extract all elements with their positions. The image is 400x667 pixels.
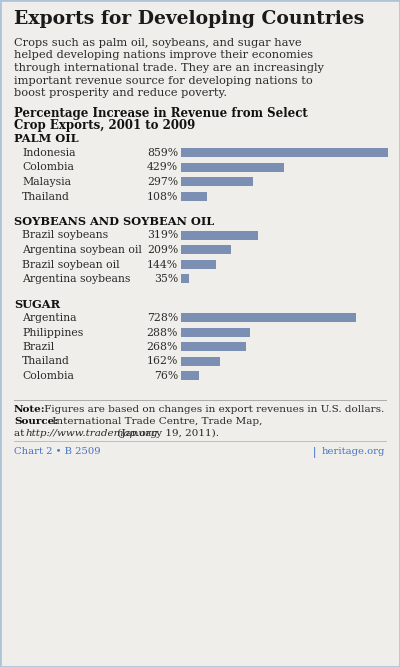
Bar xyxy=(181,259,216,269)
Text: Source:: Source: xyxy=(14,418,58,426)
Text: Thailand: Thailand xyxy=(22,191,70,201)
Text: http://www.trademap.org: http://www.trademap.org xyxy=(25,428,157,438)
Bar xyxy=(181,191,207,201)
Text: 162%: 162% xyxy=(147,356,178,366)
Bar xyxy=(181,356,220,366)
Text: Colombia: Colombia xyxy=(22,371,74,381)
Text: Figures are based on changes in export revenues in U.S. dollars.: Figures are based on changes in export r… xyxy=(41,406,384,414)
Text: Argentina soybeans: Argentina soybeans xyxy=(22,274,130,284)
Text: Crops such as palm oil, soybeans, and sugar have: Crops such as palm oil, soybeans, and su… xyxy=(14,38,302,48)
Bar xyxy=(181,245,231,254)
Bar xyxy=(181,371,199,380)
Text: 76%: 76% xyxy=(154,371,178,381)
Bar xyxy=(181,177,252,186)
Text: SUGAR: SUGAR xyxy=(14,299,60,309)
Text: important revenue source for developing nations to: important revenue source for developing … xyxy=(14,75,313,85)
Text: 268%: 268% xyxy=(147,342,178,352)
Text: heritage.org: heritage.org xyxy=(322,446,385,456)
Text: SOYBEANS AND SOYBEAN OIL: SOYBEANS AND SOYBEAN OIL xyxy=(14,216,214,227)
Text: 288%: 288% xyxy=(147,327,178,338)
Text: Indonesia: Indonesia xyxy=(22,148,76,158)
Text: helped developing nations improve their economies: helped developing nations improve their … xyxy=(14,51,313,61)
Text: Philippines: Philippines xyxy=(22,327,83,338)
Text: 144%: 144% xyxy=(147,259,178,269)
Text: 108%: 108% xyxy=(147,191,178,201)
Text: 728%: 728% xyxy=(147,313,178,323)
Text: 297%: 297% xyxy=(147,177,178,187)
Text: 859%: 859% xyxy=(147,148,178,158)
Text: Brazil: Brazil xyxy=(22,342,54,352)
Text: Crop Exports, 2001 to 2009: Crop Exports, 2001 to 2009 xyxy=(14,119,195,133)
Text: Exports for Developing Countries: Exports for Developing Countries xyxy=(14,10,364,28)
Text: Note:: Note: xyxy=(14,406,46,414)
Bar xyxy=(181,342,246,351)
Text: Brazil soybean oil: Brazil soybean oil xyxy=(22,259,120,269)
Text: Argentina soybean oil: Argentina soybean oil xyxy=(22,245,142,255)
Text: through international trade. They are an increasingly: through international trade. They are an… xyxy=(14,63,324,73)
Text: 319%: 319% xyxy=(147,231,178,241)
Text: Malaysia: Malaysia xyxy=(22,177,71,187)
Text: International Trade Centre, Trade Map,: International Trade Centre, Trade Map, xyxy=(49,418,262,426)
Text: Chart 2 • B 2509: Chart 2 • B 2509 xyxy=(14,446,101,456)
Text: boost prosperity and reduce poverty.: boost prosperity and reduce poverty. xyxy=(14,88,227,98)
Text: Thailand: Thailand xyxy=(22,356,70,366)
Text: 429%: 429% xyxy=(147,163,178,173)
Text: at: at xyxy=(14,428,28,438)
Bar xyxy=(181,163,284,171)
Bar xyxy=(181,313,356,322)
Text: PALM OIL: PALM OIL xyxy=(14,133,79,145)
Bar xyxy=(181,327,250,336)
Text: ❘: ❘ xyxy=(310,446,319,458)
Text: 35%: 35% xyxy=(154,274,178,284)
Bar xyxy=(181,231,258,239)
Text: Colombia: Colombia xyxy=(22,163,74,173)
Text: Argentina: Argentina xyxy=(22,313,76,323)
Text: Brazil soybeans: Brazil soybeans xyxy=(22,231,108,241)
Text: (January 19, 2011).: (January 19, 2011). xyxy=(114,428,218,438)
Bar xyxy=(181,148,388,157)
Bar xyxy=(181,274,190,283)
Text: Percentage Increase in Revenue from Select: Percentage Increase in Revenue from Sele… xyxy=(14,107,308,119)
Text: 209%: 209% xyxy=(147,245,178,255)
